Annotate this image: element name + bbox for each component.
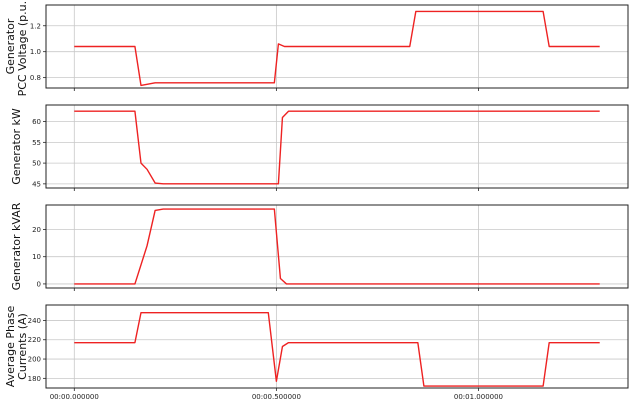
panel-voltage: 0.8 1.0 1.2 Generator PCC Voltage (p.u.): [4, 0, 629, 96]
kvar-ytick-label-0: 0: [37, 280, 41, 288]
xtick-label-2: 00:01.000000: [454, 393, 503, 401]
xtick-label-1: 00:00.500000: [252, 393, 301, 401]
current-ylabel-line-0: Average Phase: [4, 306, 17, 388]
current-ytick-label-0: 180: [28, 375, 41, 383]
voltage-series-line: [74, 10, 600, 87]
current-ytick-label-1: 200: [28, 356, 41, 364]
kw-ylabel-line-0: Generator kW: [10, 108, 23, 185]
kw-ytick-label-3: 60: [32, 118, 41, 126]
kw-series-line: [74, 110, 600, 185]
kw-ytick-label-1: 50: [32, 160, 41, 168]
xtick-label-0: 00:00.000000: [50, 393, 99, 401]
kvar-ylabel-line-0: Generator kVAR: [10, 202, 23, 290]
panel-current: 180 200 220 240 Average Phase Currents (A): [4, 304, 629, 391]
current-ytick-label-3: 240: [28, 317, 41, 325]
voltage-ytick-label-2: 1.2: [30, 22, 41, 30]
kvar-axes-frame: [45, 204, 629, 289]
kw-axes-frame: [45, 104, 629, 189]
x-axis-tick-labels: 00:00.000000 00:00.500000 00:01.000000: [50, 393, 503, 401]
kw-ytick-label-0: 45: [32, 180, 41, 188]
panel-kvar: 0 10 20 Generator kVAR: [10, 202, 629, 291]
kvar-ytick-label-1: 10: [32, 253, 41, 261]
current-axes-frame: [45, 304, 629, 389]
kw-ytick-label-2: 55: [32, 139, 41, 147]
kvar-ytick-label-2: 20: [32, 226, 41, 234]
voltage-ylabel-line-1: PCC Voltage (p.u.): [16, 0, 29, 96]
current-series-line: [74, 312, 600, 387]
kvar-series-line: [74, 208, 600, 285]
current-ylabel-line-1: Currents (A): [16, 313, 29, 380]
panel-kw: 45 50 55 60 Generator kW: [10, 104, 629, 191]
voltage-axes-frame: [45, 4, 629, 89]
current-ytick-label-2: 220: [28, 336, 41, 344]
voltage-ylabel-line-0: Generator: [4, 18, 17, 74]
voltage-ytick-label-0: 0.8: [30, 74, 41, 82]
voltage-ytick-label-1: 1.0: [30, 48, 41, 56]
